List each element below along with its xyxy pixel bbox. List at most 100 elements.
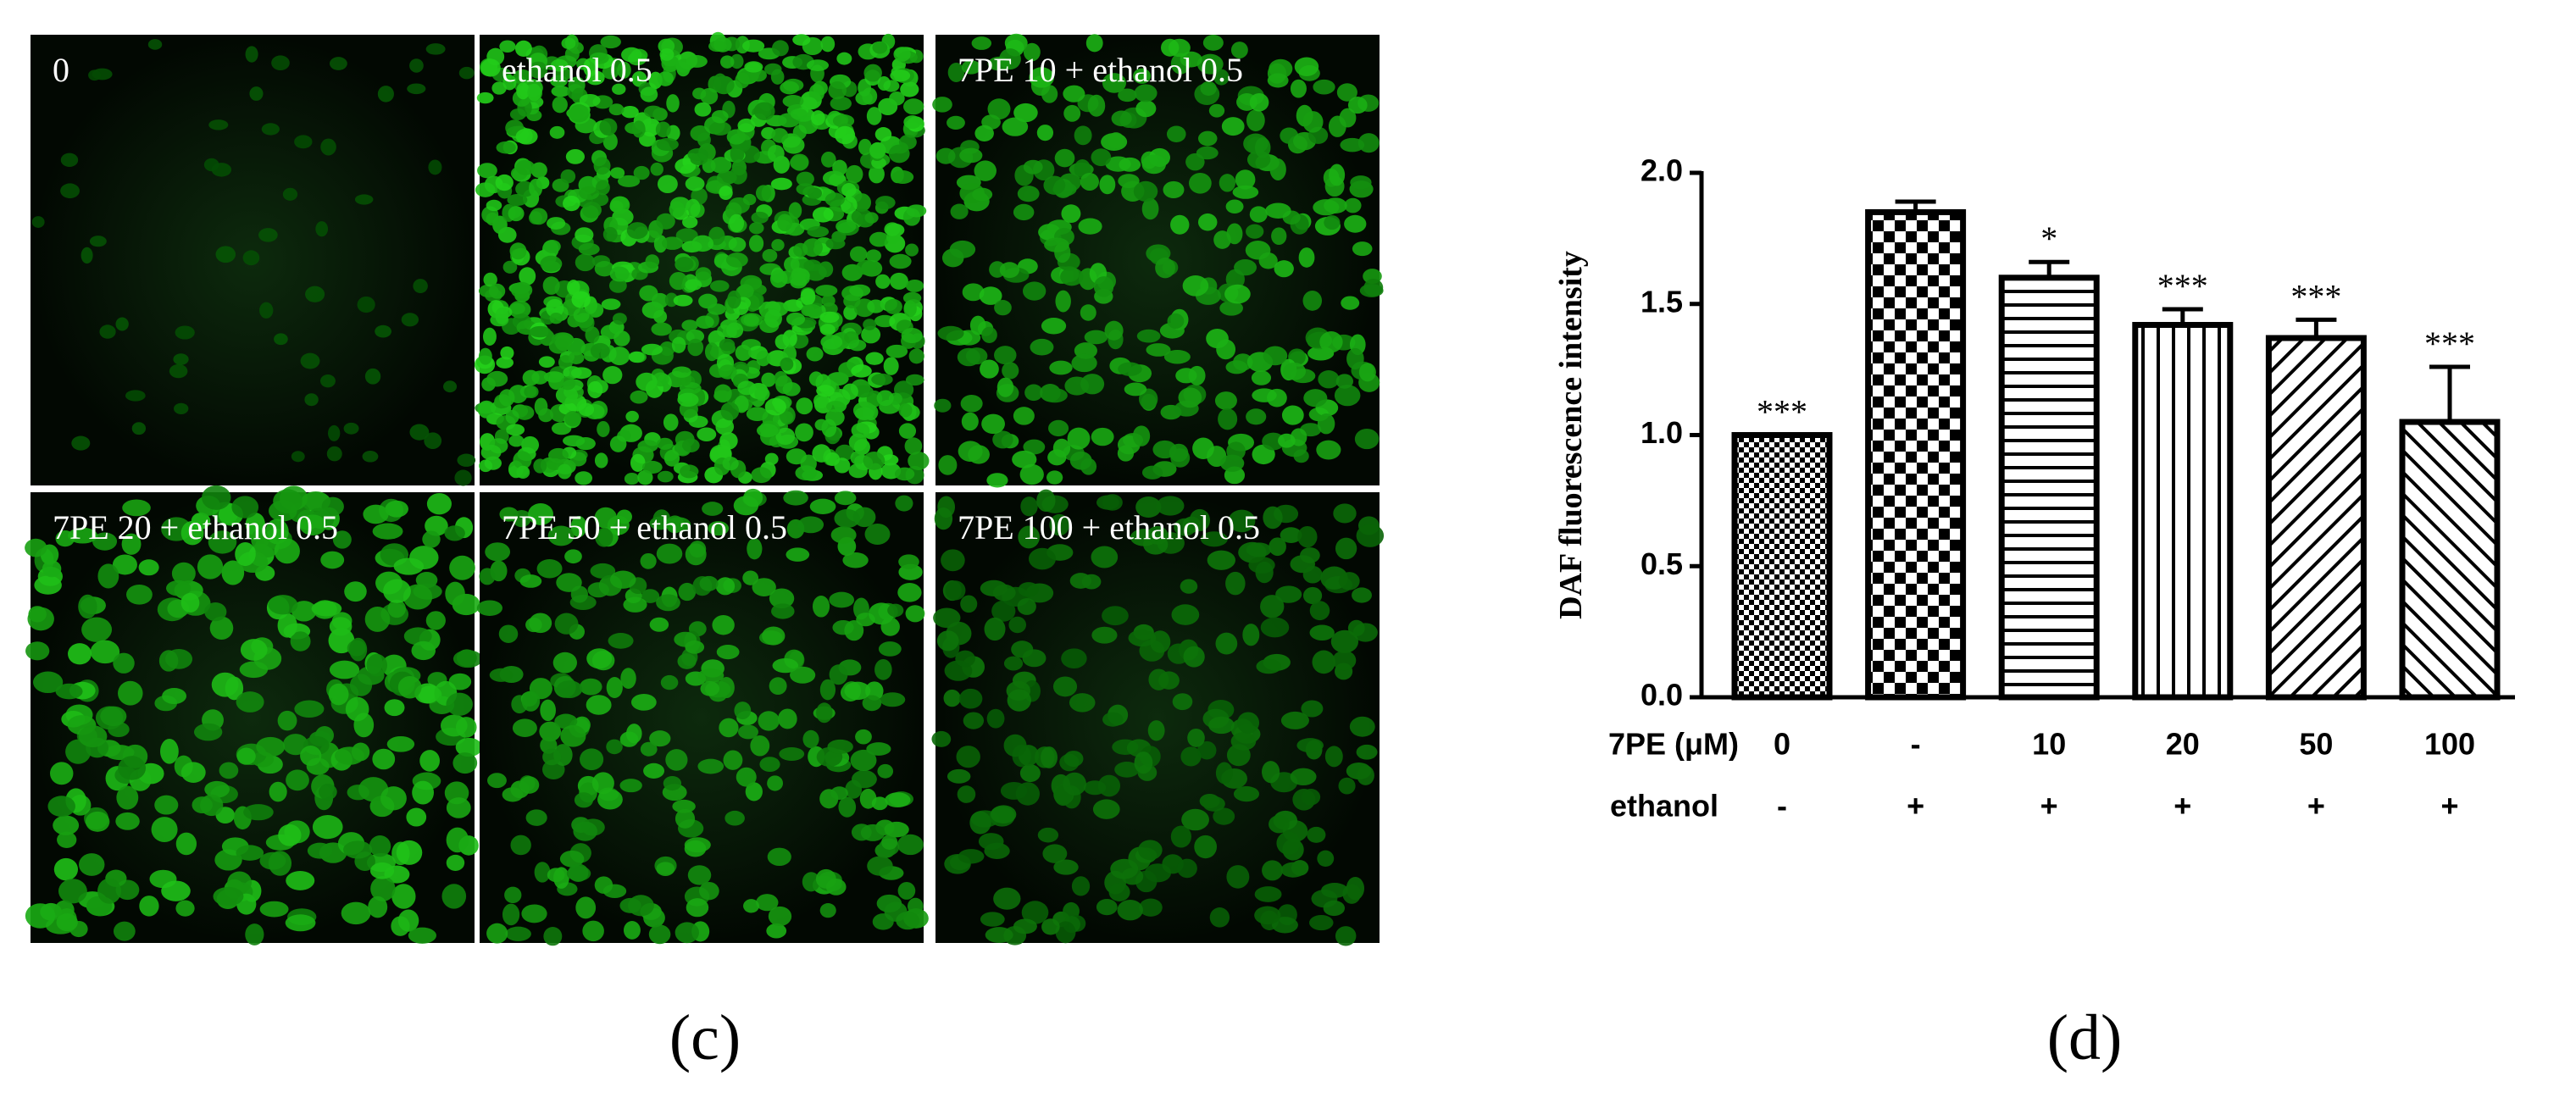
cell [743, 488, 763, 507]
cell [903, 115, 922, 130]
cell [867, 856, 893, 876]
cell [609, 196, 630, 214]
cell [722, 457, 739, 471]
cell [681, 438, 700, 453]
cell [403, 627, 432, 646]
cell [401, 313, 419, 327]
cell [1118, 88, 1137, 103]
cell [1280, 711, 1309, 729]
cell [332, 530, 352, 549]
cell [656, 213, 675, 230]
cell [1141, 197, 1159, 220]
cell [1096, 899, 1118, 916]
cell [1233, 786, 1260, 802]
cell [891, 169, 914, 185]
cell [81, 617, 113, 642]
cell [282, 734, 308, 756]
cell [947, 115, 965, 130]
cell [621, 47, 642, 63]
cell [671, 336, 686, 353]
cell [67, 643, 92, 665]
cell [820, 335, 843, 350]
cell [498, 389, 515, 407]
cell [1196, 146, 1219, 160]
cell [904, 437, 923, 455]
cell [1146, 343, 1171, 357]
cell [678, 582, 697, 602]
cell [203, 158, 219, 172]
cell [867, 299, 885, 313]
cell [1346, 347, 1364, 370]
cell [1196, 53, 1224, 75]
cell [630, 453, 646, 472]
cell [1117, 445, 1135, 462]
cell [742, 39, 765, 53]
cell [1002, 362, 1019, 380]
cell [687, 338, 704, 357]
cell [1352, 587, 1372, 603]
cell [525, 809, 547, 826]
cell [628, 895, 654, 917]
cell [771, 239, 785, 252]
cell [538, 408, 553, 423]
cell [1219, 300, 1243, 316]
cell [543, 927, 563, 946]
cell [783, 490, 808, 506]
cell [1111, 110, 1132, 127]
cell [1137, 840, 1163, 861]
significance: *** [2157, 267, 2208, 305]
cell [329, 617, 353, 636]
cell [1078, 218, 1102, 235]
cell [1135, 496, 1162, 518]
cell [1338, 572, 1360, 591]
ethanol-label: + [1907, 789, 1924, 824]
cell [960, 394, 983, 413]
cell [482, 327, 497, 346]
cell [343, 840, 373, 859]
cell [1177, 858, 1197, 879]
cell [550, 58, 569, 72]
cell [655, 121, 671, 138]
cell [1080, 172, 1099, 191]
cell [1046, 470, 1063, 485]
cell [426, 493, 452, 515]
cell [326, 446, 342, 462]
cell [1080, 304, 1096, 321]
cell [529, 325, 552, 338]
cell [824, 452, 841, 466]
cell [1036, 489, 1056, 513]
cell [697, 427, 717, 441]
cell [121, 533, 142, 555]
cell [204, 602, 227, 622]
cell [875, 274, 891, 289]
cell [595, 527, 613, 547]
cell [1134, 751, 1153, 774]
cell [1150, 630, 1171, 653]
cell [677, 653, 697, 669]
micrograph: 0 [31, 35, 476, 486]
cell [686, 898, 709, 918]
cell [742, 570, 759, 585]
cell [486, 199, 502, 212]
cell [947, 62, 965, 83]
cell [1235, 169, 1256, 190]
cell [1333, 503, 1357, 524]
cell [866, 107, 882, 125]
cell [836, 52, 852, 65]
cell [612, 313, 627, 325]
cell [485, 542, 511, 562]
cell [632, 120, 646, 138]
cell [903, 98, 924, 115]
cell [1354, 428, 1380, 450]
cell [586, 70, 605, 86]
cell [641, 343, 663, 356]
cell [956, 746, 980, 768]
cell [1213, 807, 1235, 825]
cell [1071, 353, 1097, 373]
cell [1232, 185, 1259, 199]
cell [669, 201, 686, 218]
cell [852, 507, 876, 528]
cell [1335, 537, 1357, 560]
cell [551, 86, 570, 97]
cell [594, 876, 613, 894]
